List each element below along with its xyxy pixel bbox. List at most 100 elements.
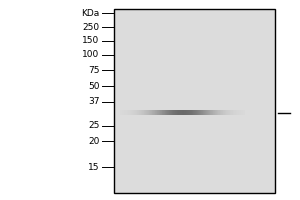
- Bar: [225, 110, 226, 115]
- Bar: [185, 110, 186, 115]
- Bar: [181, 110, 182, 115]
- Bar: [236, 110, 237, 115]
- Bar: [138, 110, 139, 115]
- Bar: [217, 110, 218, 115]
- Bar: [215, 110, 216, 115]
- Bar: [231, 110, 232, 115]
- Bar: [186, 110, 187, 115]
- Text: 25: 25: [88, 121, 100, 130]
- Text: 75: 75: [88, 66, 100, 75]
- Bar: [196, 110, 197, 115]
- Bar: [161, 110, 162, 115]
- Bar: [129, 110, 130, 115]
- Bar: [209, 110, 210, 115]
- Bar: [224, 110, 225, 115]
- Bar: [233, 110, 234, 115]
- Bar: [205, 110, 206, 115]
- Text: KDa: KDa: [81, 9, 100, 18]
- Bar: [241, 110, 242, 115]
- Bar: [145, 110, 146, 115]
- Bar: [152, 110, 153, 115]
- Bar: [202, 110, 203, 115]
- Bar: [201, 110, 202, 115]
- Bar: [202, 110, 203, 115]
- Bar: [200, 110, 201, 115]
- Bar: [184, 110, 185, 115]
- Bar: [206, 110, 207, 115]
- Bar: [238, 110, 239, 115]
- Bar: [157, 110, 158, 115]
- Bar: [210, 110, 211, 115]
- Text: 20: 20: [88, 137, 100, 146]
- Bar: [159, 110, 160, 115]
- Bar: [222, 110, 223, 115]
- Bar: [234, 110, 235, 115]
- Bar: [174, 110, 175, 115]
- Bar: [114, 9, 275, 193]
- Bar: [162, 110, 163, 115]
- Bar: [183, 110, 184, 115]
- Bar: [211, 110, 212, 115]
- Bar: [163, 110, 164, 115]
- Bar: [136, 110, 137, 115]
- Bar: [228, 110, 229, 115]
- Text: 150: 150: [82, 36, 100, 45]
- Bar: [193, 110, 194, 115]
- Bar: [212, 110, 213, 115]
- Bar: [208, 110, 209, 115]
- Bar: [176, 110, 177, 115]
- Bar: [121, 110, 122, 115]
- Bar: [150, 110, 151, 115]
- Text: 15: 15: [88, 163, 100, 172]
- Bar: [151, 110, 152, 115]
- Bar: [199, 110, 200, 115]
- Bar: [123, 110, 124, 115]
- Bar: [213, 110, 214, 115]
- Bar: [144, 110, 145, 115]
- Bar: [156, 110, 157, 115]
- Bar: [147, 110, 148, 115]
- Bar: [240, 110, 241, 115]
- Bar: [154, 110, 155, 115]
- Bar: [220, 110, 221, 115]
- Bar: [131, 110, 132, 115]
- Bar: [197, 110, 198, 115]
- Bar: [235, 110, 236, 115]
- Bar: [132, 110, 133, 115]
- Bar: [191, 110, 192, 115]
- Bar: [172, 110, 173, 115]
- Bar: [227, 110, 228, 115]
- Bar: [166, 110, 167, 115]
- Bar: [207, 110, 208, 115]
- Bar: [179, 110, 180, 115]
- Bar: [214, 110, 215, 115]
- Text: 100: 100: [82, 50, 100, 59]
- Bar: [160, 110, 161, 115]
- Bar: [232, 110, 233, 115]
- Bar: [192, 110, 193, 115]
- Bar: [169, 110, 170, 115]
- Bar: [221, 110, 222, 115]
- Bar: [165, 110, 166, 115]
- Bar: [128, 110, 129, 115]
- Bar: [187, 110, 188, 115]
- Bar: [122, 110, 123, 115]
- Bar: [136, 110, 137, 115]
- Bar: [169, 110, 170, 115]
- Bar: [237, 110, 238, 115]
- Bar: [180, 110, 181, 115]
- Bar: [243, 110, 244, 115]
- Bar: [148, 110, 149, 115]
- Bar: [203, 110, 204, 115]
- Bar: [154, 110, 155, 115]
- Bar: [219, 110, 220, 115]
- Bar: [218, 110, 219, 115]
- Text: 250: 250: [82, 23, 100, 32]
- Bar: [178, 110, 179, 115]
- Bar: [171, 110, 172, 115]
- Bar: [164, 110, 165, 115]
- Bar: [177, 110, 178, 115]
- Bar: [239, 110, 240, 115]
- Bar: [226, 110, 227, 115]
- Bar: [188, 110, 189, 115]
